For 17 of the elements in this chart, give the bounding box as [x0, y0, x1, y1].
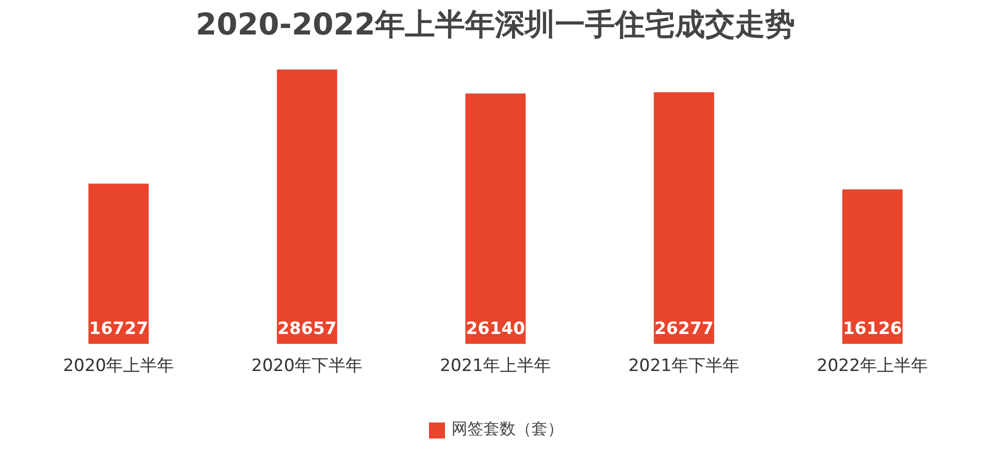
- bar: [654, 92, 714, 344]
- x-tick-label: 2022年上半年: [816, 356, 928, 376]
- data-label: 26140: [466, 318, 526, 339]
- bar: [88, 184, 149, 344]
- x-tick-label: 2020年下半年: [251, 356, 363, 376]
- chart-title: 2020-2022年上半年深圳一手住宅成交走势: [196, 8, 796, 42]
- data-label: 16727: [89, 318, 148, 339]
- bar: [276, 69, 338, 344]
- data-label: 28657: [277, 318, 337, 339]
- x-tick-label: 2021年下半年: [628, 356, 740, 376]
- bar: [465, 94, 526, 344]
- legend-label: 网签套数（套）: [452, 419, 564, 440]
- bar: [842, 189, 903, 344]
- x-tick-label: 2021年上半年: [440, 356, 552, 376]
- data-label: 26277: [654, 318, 714, 339]
- data-label: 16126: [842, 318, 902, 339]
- x-tick-label: 2020年上半年: [62, 356, 174, 376]
